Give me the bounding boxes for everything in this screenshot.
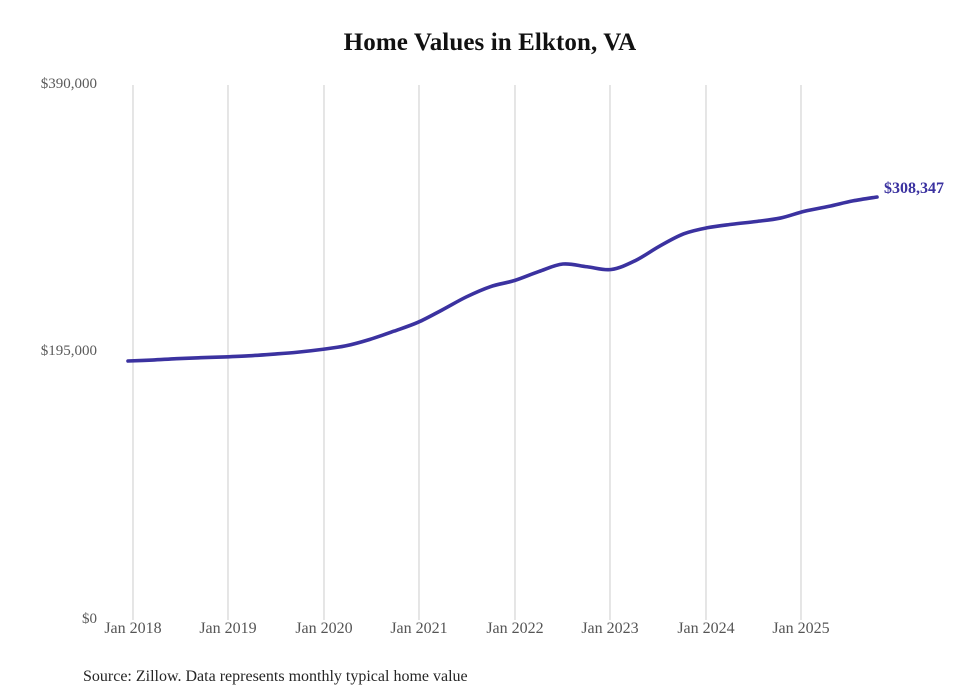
data-series-group <box>126 195 879 363</box>
x-tick-label: Jan 2021 <box>390 620 448 637</box>
x-tick-label: Jan 2018 <box>104 620 162 637</box>
end-value-annotation: $308,347 <box>884 180 944 197</box>
x-tick-label: Jan 2025 <box>772 620 830 637</box>
x-gridlines <box>132 85 802 620</box>
y-tick-label: $0 <box>82 611 97 627</box>
y-tick-label: $390,000 <box>40 76 97 92</box>
chart-title: Home Values in Elkton, VA <box>343 29 637 56</box>
y-tick-label: $195,000 <box>40 343 97 359</box>
source-note: Source: Zillow. Data represents monthly … <box>83 668 468 685</box>
x-tick-label: Jan 2020 <box>295 620 353 637</box>
x-tick-label: Jan 2024 <box>677 620 735 637</box>
x-tick-label: Jan 2022 <box>486 620 544 637</box>
home-value-line <box>126 195 879 363</box>
x-tick-label: Jan 2019 <box>199 620 257 637</box>
x-tick-label: Jan 2023 <box>581 620 639 637</box>
